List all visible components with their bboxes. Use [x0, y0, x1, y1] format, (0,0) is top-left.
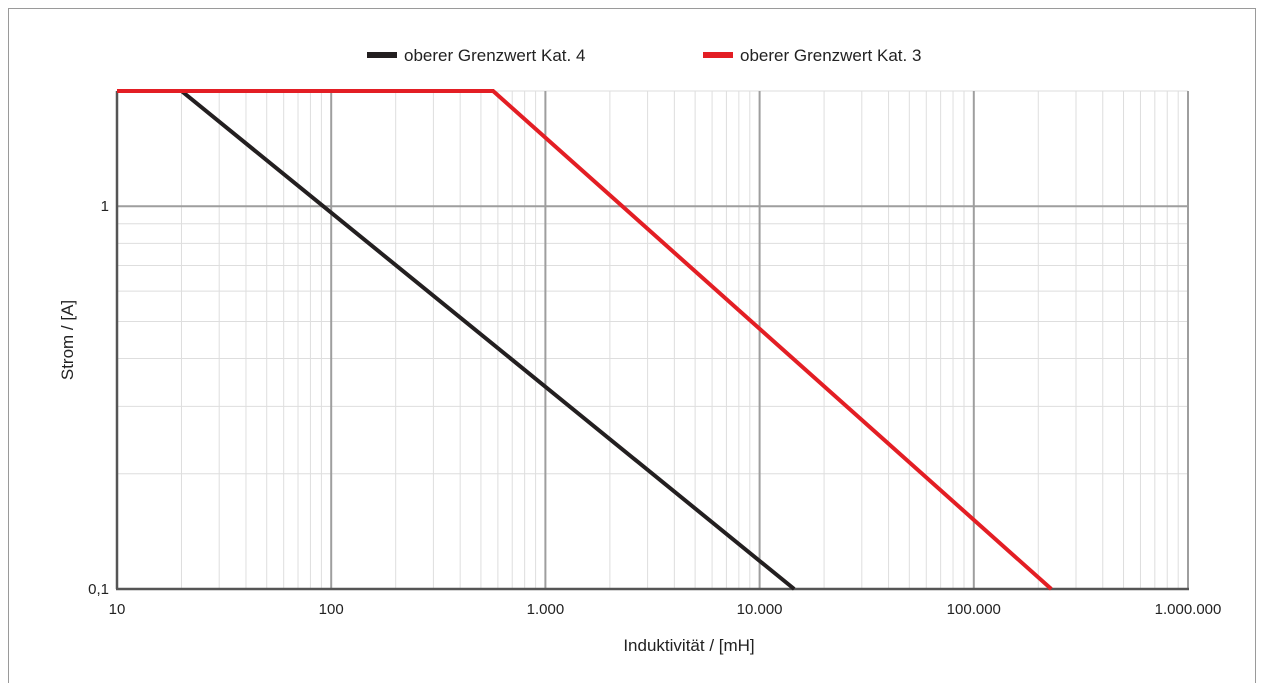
- legend-item-kat4: oberer Grenzwert Kat. 4: [367, 46, 585, 65]
- legend-item-kat3: oberer Grenzwert Kat. 3: [703, 46, 921, 65]
- y-tick-label: 1: [101, 198, 109, 215]
- minor-grid: [117, 90, 1188, 589]
- x-tick-label: 100: [319, 601, 344, 618]
- x-tick-label: 10: [109, 601, 126, 618]
- x-tick-label: 10.000: [737, 601, 783, 618]
- series-line-kat4: [117, 89, 796, 591]
- y-tick-label: 0,1: [88, 581, 109, 598]
- major-grid: [117, 91, 1189, 589]
- x-tick-label: 1.000: [527, 601, 565, 618]
- legend-label-kat4: oberer Grenzwert Kat. 4: [404, 46, 585, 65]
- x-tick-label: 100.000: [947, 601, 1001, 618]
- series-line-kat3: [117, 89, 1053, 591]
- series-layer: [117, 89, 1053, 591]
- tick-labels: 10 100 1.000 10.000 100.000 1.000.000 0,1 1: [88, 198, 1221, 618]
- chart-frame: [8, 8, 1256, 683]
- y-axis-title: Strom / [A]: [58, 300, 77, 380]
- x-tick-label: 1.000.000: [1155, 601, 1222, 618]
- legend-swatch-kat3: [703, 52, 733, 58]
- axes: [115, 91, 1189, 591]
- legend-swatch-kat4: [367, 52, 397, 58]
- legend: oberer Grenzwert Kat. 4 oberer Grenzwert…: [367, 46, 921, 65]
- legend-label-kat3: oberer Grenzwert Kat. 3: [740, 46, 921, 65]
- x-axis-title: Induktivität / [mH]: [623, 636, 754, 655]
